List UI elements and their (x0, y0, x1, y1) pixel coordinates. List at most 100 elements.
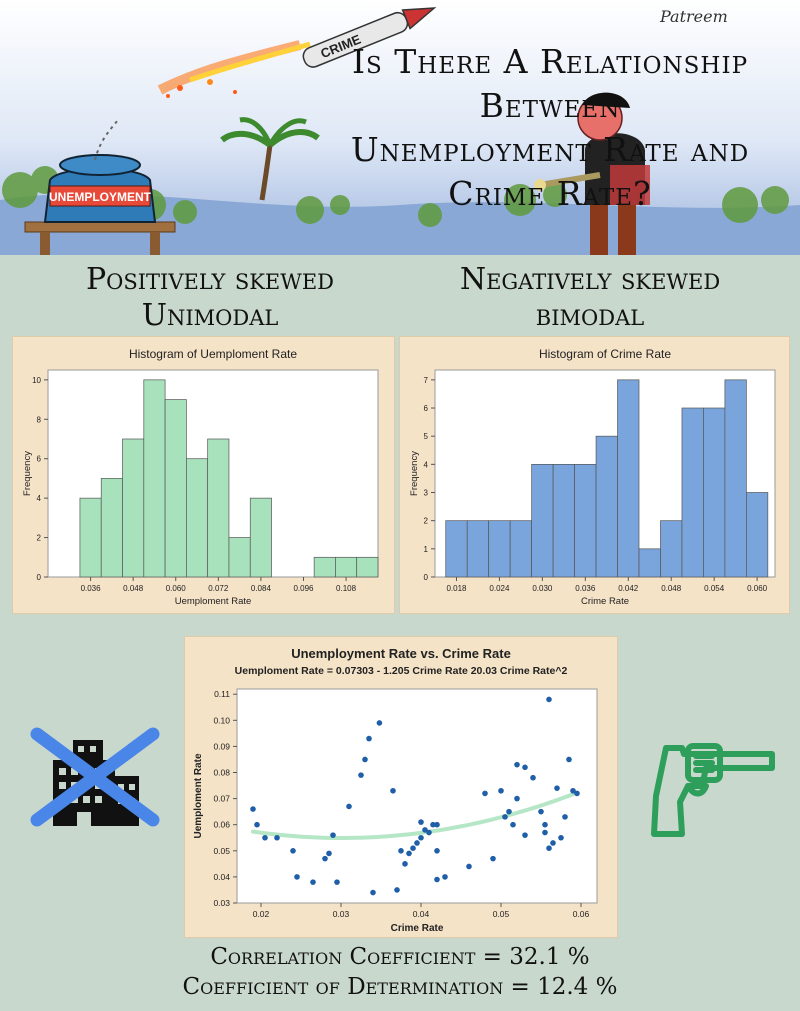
scatter-point (334, 879, 340, 885)
histogram-bar (724, 379, 747, 578)
histogram-bar (660, 520, 683, 578)
x-tick-label: 0.024 (489, 584, 510, 593)
unemployment-histogram: Histogram of Uemploment Rate 0 2 4 6 8 10 0.036… (22, 347, 379, 607)
y-tick-label: 0.05 (213, 846, 230, 856)
x-tick-label: 0.042 (618, 584, 639, 593)
page-title-line2: Unemployment Rate and Crime Rate? (350, 130, 750, 213)
y-tick-label: 0.06 (213, 820, 230, 830)
x-tick-label: 0.096 (293, 584, 314, 593)
plot-area (236, 688, 598, 904)
scatter-point (530, 774, 536, 781)
x-tick-label: 0.048 (123, 584, 144, 593)
regression-fit-line (251, 790, 579, 840)
y-tick-label: 0.09 (213, 741, 230, 751)
chart-title: Unemployment Rate vs. Crime Rate (291, 646, 511, 661)
unemployment-jar: UNEMPLOYMENT (24, 119, 176, 255)
histogram-bar (356, 556, 379, 578)
y-axis-label: Uemploment Rate (193, 753, 204, 838)
chart-subtitle: Uemploment Rate = 0.07303 - 1.205 Crime … (235, 665, 568, 677)
y-tick-label: 0.10 (213, 715, 230, 725)
cartoon-signature: Patreem (659, 7, 728, 26)
histogram-bar (617, 379, 640, 578)
cartoon-banner: CRIME Patreem UNEMPLOYMENT (0, 0, 800, 255)
page-title-line1: Is There A Relationship Between (351, 42, 749, 125)
histogram-bar (445, 520, 468, 578)
histogram-bar (488, 520, 511, 578)
y-axis-label: Frequency (22, 451, 33, 496)
scatter-point (406, 850, 412, 857)
scatter-point (522, 832, 528, 838)
chart-title: Histogram of Uemploment Rate (129, 347, 297, 361)
histogram-bar (703, 407, 726, 578)
y-tick-label: 0.08 (213, 768, 230, 778)
histogram-bar (313, 556, 336, 578)
rocket-trail (157, 40, 311, 98)
scatter-point (514, 795, 520, 802)
scatter-point (506, 808, 512, 815)
x-tick-label: 0.06 (573, 909, 590, 919)
histogram-bar (509, 520, 532, 578)
scatter-point (566, 756, 572, 763)
scatter-point (326, 850, 332, 857)
scatter-point (510, 821, 516, 828)
histogram-bar (100, 478, 123, 578)
scatter-point (376, 720, 383, 726)
histogram-bar (122, 438, 145, 578)
x-tick-label: 0.036 (575, 584, 596, 593)
left-section-heading: Positively skewed Unimodal (50, 262, 370, 334)
histogram-bar (186, 458, 209, 578)
scatter-point (294, 874, 300, 880)
scatter-point (482, 790, 488, 797)
scatter-point (370, 889, 376, 896)
left-desc-line2: Unimodal (141, 298, 279, 333)
scatter-plot: Unemployment Rate vs. Crime Rate Uemplome… (193, 646, 598, 934)
histogram-bar (595, 435, 618, 578)
scatter-point (274, 834, 280, 841)
scatter-point (290, 848, 296, 854)
chart-title: Histogram of Crime Rate (539, 347, 671, 361)
scatter-point (346, 803, 352, 810)
coefficient-of-determination: Coefficient of Determination = 12.4 % (182, 974, 618, 1000)
scatter-point (322, 855, 328, 862)
scatter-point (358, 772, 364, 778)
x-tick-label: 0.084 (251, 584, 272, 593)
scatter-point (542, 829, 548, 836)
scatter-point (570, 787, 576, 794)
scatter-point (466, 863, 472, 870)
scatter-point (542, 821, 548, 828)
palm-tree-icon (220, 117, 320, 201)
y-tick-label: 0 (424, 573, 429, 582)
y-tick-label: 4 (37, 494, 42, 503)
x-tick-label: 0.072 (208, 584, 229, 593)
x-tick-label: 0.04 (413, 909, 430, 919)
scatter-point (254, 821, 260, 828)
scatter-point (418, 819, 424, 825)
x-tick-label: 0.048 (661, 584, 682, 593)
scatter-point (330, 832, 336, 838)
y-axis-label: Frequency (409, 451, 420, 496)
x-tick-label: 0.054 (704, 584, 725, 593)
histogram-bar (207, 438, 230, 578)
scatter-point (426, 829, 432, 836)
scatter-point (434, 876, 440, 883)
scatter-point (414, 840, 420, 846)
scatter-point (554, 785, 560, 791)
scatter-point (550, 840, 556, 846)
x-axis-label: Crime Rate (581, 596, 629, 607)
histogram-bar (143, 379, 166, 578)
scatter-point (434, 848, 440, 854)
histogram-bar (574, 463, 597, 578)
y-tick-label: 1 (424, 545, 429, 554)
y-tick-label: 0.04 (213, 872, 230, 882)
scatter-point (514, 761, 520, 768)
scatter-point (402, 861, 408, 867)
svg-text:UNEMPLOYMENT: UNEMPLOYMENT (49, 190, 152, 204)
bushes (2, 166, 789, 227)
scatter-point (390, 787, 396, 794)
scatter-point (366, 735, 372, 742)
histogram-bar (552, 463, 575, 578)
revolver-icon (646, 736, 781, 846)
scatter-point (422, 827, 428, 833)
y-tick-label: 6 (37, 455, 42, 464)
x-tick-label: 0.108 (336, 584, 357, 593)
